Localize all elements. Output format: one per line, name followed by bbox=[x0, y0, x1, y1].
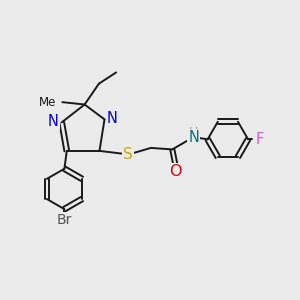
Text: H: H bbox=[189, 126, 198, 139]
Text: Me: Me bbox=[39, 96, 56, 109]
Text: N: N bbox=[107, 111, 118, 126]
Text: F: F bbox=[256, 132, 264, 147]
Text: S: S bbox=[123, 147, 133, 162]
Text: N: N bbox=[48, 114, 59, 129]
Text: N: N bbox=[188, 130, 199, 145]
Text: O: O bbox=[169, 164, 182, 179]
Text: Br: Br bbox=[57, 213, 72, 227]
